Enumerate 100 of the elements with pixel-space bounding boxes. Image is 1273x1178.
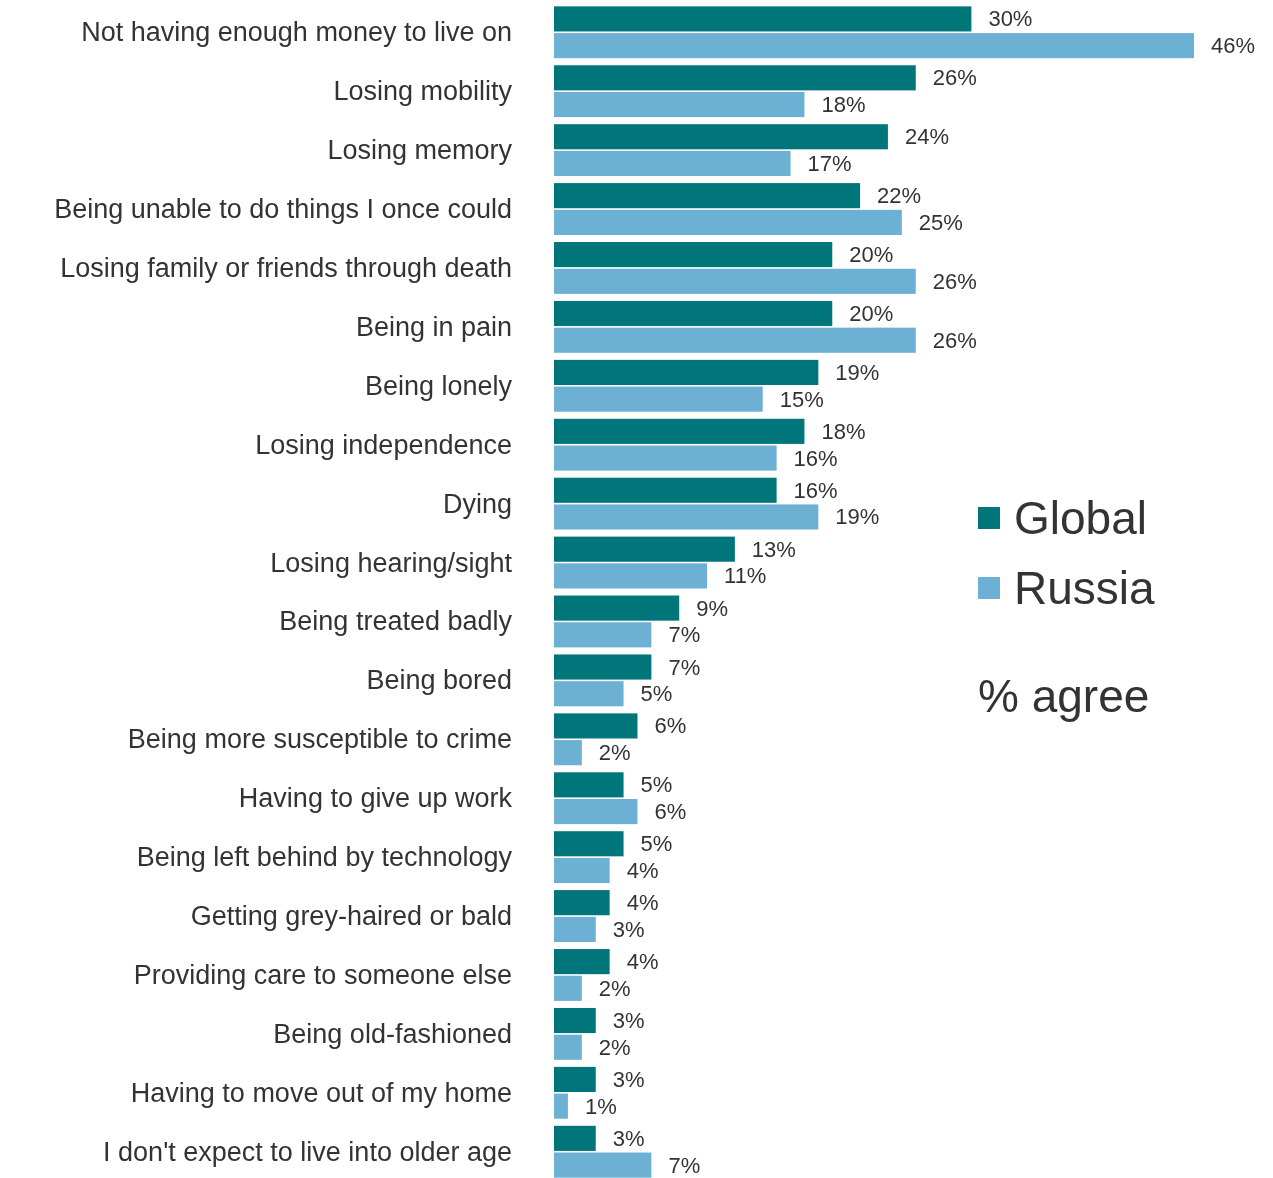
data-label: 22%	[877, 183, 922, 209]
data-label: 5%	[640, 681, 673, 707]
data-label: 3%	[612, 1008, 645, 1034]
bar	[554, 713, 638, 739]
data-label: 4%	[626, 890, 659, 916]
data-label: 26%	[932, 268, 977, 294]
bar	[554, 654, 652, 680]
bar	[554, 150, 791, 177]
data-label: 26%	[932, 65, 977, 91]
bar	[554, 242, 833, 268]
data-label: 9%	[696, 595, 729, 621]
y-tick-label: Being unable to do things I once could	[54, 194, 512, 225]
bar	[554, 831, 624, 857]
data-label: 2%	[598, 1034, 631, 1060]
bar	[554, 916, 596, 942]
data-label: 4%	[626, 857, 659, 883]
bar	[554, 386, 763, 412]
bar	[554, 183, 861, 209]
bar	[554, 622, 652, 648]
bar	[554, 1066, 596, 1092]
y-tick-label: Losing memory	[327, 135, 513, 166]
y-tick-label: Being bored	[366, 665, 512, 696]
data-label: 4%	[626, 949, 659, 975]
bar	[554, 359, 819, 385]
bar	[554, 975, 582, 1001]
bar	[554, 772, 624, 798]
bar	[554, 1125, 596, 1151]
data-label: 3%	[612, 1066, 645, 1092]
data-label: 19%	[835, 359, 880, 385]
y-tick-label: I don't expect to live into older age	[103, 1136, 512, 1167]
data-label: 2%	[598, 975, 631, 1001]
y-tick-label: Being lonely	[364, 370, 513, 401]
data-label: 11%	[724, 563, 767, 589]
bar	[554, 857, 610, 884]
bar	[554, 799, 638, 825]
y-tick-label: Having to give up work	[238, 783, 513, 814]
bar	[554, 300, 833, 327]
bar	[554, 681, 624, 707]
bar	[554, 595, 680, 621]
bar	[554, 1034, 582, 1060]
data-label: 16%	[793, 445, 838, 471]
data-label: 16%	[793, 477, 838, 503]
bar	[554, 124, 888, 150]
bar	[554, 477, 777, 503]
bar	[554, 504, 819, 530]
y-tick-label: Being in pain	[355, 311, 512, 342]
y-tick-label: Losing family or friends through death	[60, 252, 512, 283]
data-label: 2%	[598, 740, 631, 766]
data-label: 20%	[849, 242, 894, 268]
data-label: 25%	[918, 209, 963, 235]
data-label: 6%	[654, 713, 687, 739]
legend-label: Global	[1014, 492, 1147, 544]
bar	[554, 1007, 596, 1034]
y-tick-label: Losing independence	[255, 429, 512, 460]
bar	[554, 209, 902, 235]
y-tick-label: Losing hearing/sight	[270, 547, 513, 578]
y-tick-label: Providing care to someone else	[133, 959, 512, 990]
y-tick-label: Losing mobility	[333, 76, 513, 107]
bar	[554, 890, 610, 916]
data-label: 24%	[904, 124, 949, 150]
legend-title: % agree	[978, 670, 1150, 722]
y-tick-label: Being old-fashioned	[273, 1018, 512, 1049]
legend-label: Russia	[1014, 562, 1156, 614]
data-label: 30%	[988, 6, 1033, 32]
data-label: 7%	[668, 622, 701, 648]
bar	[554, 949, 610, 975]
data-label: 18%	[821, 418, 866, 444]
bar	[554, 1152, 652, 1178]
data-label: 26%	[932, 327, 977, 353]
bar	[554, 418, 805, 444]
data-label: 20%	[849, 301, 894, 327]
data-label: 18%	[821, 92, 866, 118]
y-tick-label: Not having enough money to live on	[81, 17, 512, 48]
data-label: 15%	[779, 386, 824, 412]
data-label: 1%	[584, 1093, 617, 1119]
data-label: 19%	[835, 504, 880, 530]
bar	[554, 65, 916, 91]
y-tick-label: Dying	[442, 488, 512, 519]
y-tick-label: Getting grey-haired or bald	[190, 901, 512, 932]
y-tick-label: Being left behind by technology	[136, 842, 513, 873]
bar	[554, 1093, 568, 1119]
data-label: 17%	[807, 150, 852, 176]
data-label: 7%	[668, 1152, 701, 1178]
bar	[554, 536, 735, 562]
bar	[554, 445, 777, 471]
bar	[554, 268, 916, 294]
data-label: 3%	[612, 916, 645, 942]
data-label: 5%	[640, 831, 673, 857]
y-tick-label: Being more susceptible to crime	[127, 724, 512, 755]
data-label: 7%	[668, 654, 701, 680]
y-tick-label: Being treated badly	[279, 606, 513, 637]
data-label: 6%	[654, 799, 687, 825]
data-label: 3%	[612, 1125, 645, 1151]
bar	[554, 327, 916, 353]
bar	[554, 6, 972, 32]
bar	[554, 563, 708, 589]
bar	[554, 33, 1194, 59]
data-label: 5%	[640, 772, 673, 798]
data-label: 46%	[1211, 33, 1256, 59]
y-tick-label: Having to move out of my home	[130, 1077, 512, 1108]
